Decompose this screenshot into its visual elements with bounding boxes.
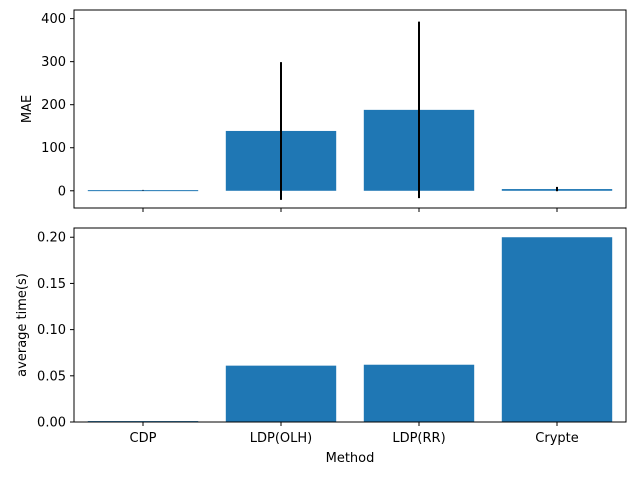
time-bar [225, 365, 337, 422]
time-y-axis: 0.00 0.05 0.10 0.15 0.20 [37, 231, 74, 431]
time-y-tick-label: 0.20 [37, 231, 66, 246]
time-y-tick-label: 0.10 [37, 323, 66, 338]
mae-y-tick-label: 200 [41, 98, 66, 113]
mae-y-tick-label: 400 [41, 12, 66, 27]
time-bar [501, 237, 613, 422]
mae-axes-frame [73, 9, 627, 209]
time-x-tick-label: LDP(OLH) [250, 431, 313, 446]
time-x-axis-label: Method [326, 451, 375, 466]
time-x-tick-label: CDP [130, 431, 157, 446]
mae-bar [87, 190, 199, 192]
mae-y-axis: 0 100 200 300 400 [41, 12, 74, 199]
time-panel: 0.000.050.100.150.20 CDP LDP(OLH) LDP(RR) C… [15, 227, 627, 466]
time-bar [363, 364, 475, 422]
time-x-axis: CDP LDP(OLH) LDP(RR) Crypte [130, 422, 579, 446]
mae-y-tick-label: 0 [58, 184, 66, 199]
mae-y-tick-label: 300 [41, 55, 66, 70]
mae-panel: 0 100 200 300 400 MAE [20, 9, 627, 212]
mae-error-bars [142, 21, 558, 200]
mae-x-axis [142, 208, 558, 212]
time-x-tick-label: Crypte [535, 431, 578, 446]
mae-y-axis-label: MAE [20, 95, 35, 123]
time-axes-frame [73, 227, 627, 423]
mae-y-tick-label: 100 [41, 141, 66, 156]
time-x-tick-label: LDP(RR) [392, 431, 445, 446]
time-y-tick-label: 0.05 [37, 369, 66, 384]
time-y-tick-label: 0.15 [37, 277, 66, 292]
time-y-axis-label: average time(s) [15, 273, 30, 377]
time-bars [87, 237, 613, 423]
time-y-tick-label: 0.00 [37, 416, 66, 431]
